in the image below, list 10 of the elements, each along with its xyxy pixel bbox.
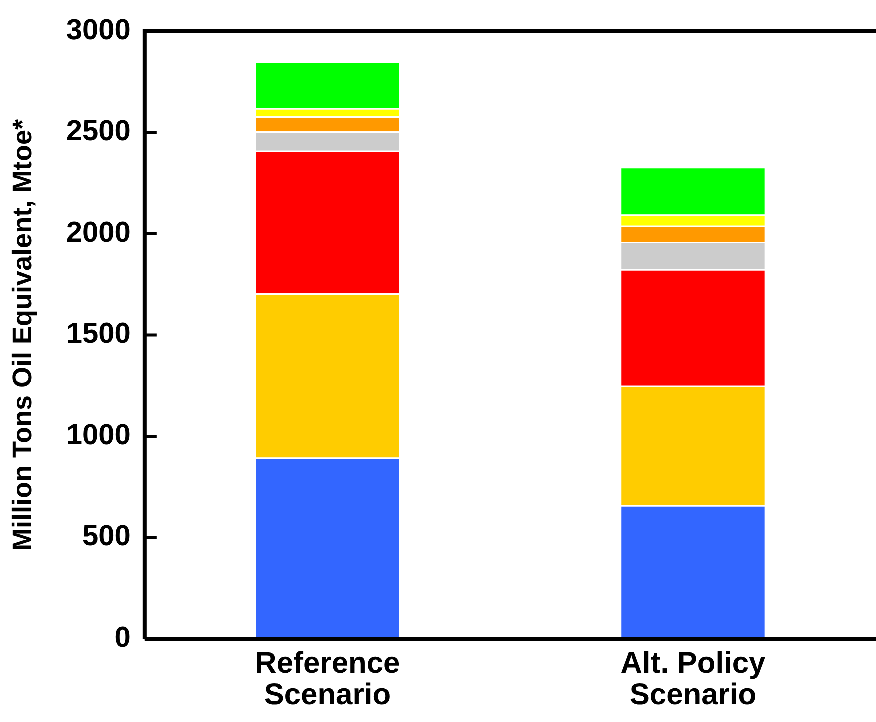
- y-tick-label: 1500: [66, 318, 131, 350]
- x-tick-label: Alt. Policy Scenario: [620, 647, 766, 712]
- y-axis-title: Million Tons Oil Equivalent, Mtoe*: [8, 118, 38, 551]
- y-tick-label: 2500: [66, 116, 131, 148]
- y-tick-label: 3000: [66, 14, 131, 46]
- y-tick-label: 1000: [66, 419, 131, 452]
- y-tick-label: 500: [82, 520, 131, 553]
- y-tick-label: 2000: [66, 216, 131, 249]
- y-tick-label: 0: [114, 622, 131, 654]
- x-tick-label: Reference Scenario: [255, 647, 400, 712]
